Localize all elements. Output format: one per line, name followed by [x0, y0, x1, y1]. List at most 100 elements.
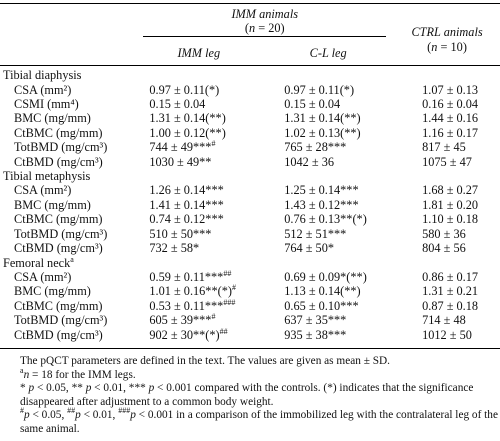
superscript: # [211, 312, 216, 322]
row-label: TotBMD (mg/cm³) [14, 226, 108, 241]
page: IMM animals (n = 20) CTRL animals (n = 10)… [0, 3, 500, 441]
section-title: Femoral necka [0, 254, 500, 270]
data-row: CSMI (mm⁴) 0.15 ± 0.04 0.15 ± 0.04 0.16 ± 0… [0, 97, 500, 111]
text: < 0.001 in a comparison of the immobiliz… [20, 409, 498, 435]
text: = 10) [437, 39, 467, 54]
value-cell: 1.68 ± 0.27 [422, 183, 479, 198]
col2-title: C-L leg [309, 45, 347, 60]
value-cell: 1012 ± 50 [422, 327, 472, 342]
italic: n [23, 368, 30, 381]
value-cell: 0.86 ± 0.17 [422, 269, 479, 284]
value-cell: 637 ± 35*** [284, 313, 347, 328]
row-label: CSA (mm²) [14, 183, 72, 198]
value-cell: 1042 ± 36 [284, 154, 335, 169]
superscript: # [20, 406, 24, 416]
value-cell: 0.76 ± 0.13**(*) [284, 212, 367, 227]
value-cell: 605 ± 39***# [135, 312, 262, 328]
data-row: BMC (mg/mm) 1.41 ± 0.14*** 1.43 ± 0.12*** 1… [0, 198, 500, 212]
text: = 18 for the IMM legs. [29, 368, 136, 381]
data-table: IMM animals (n = 20) CTRL animals (n = 10)… [0, 3, 500, 349]
row-label: CtBMC (mg/mm) [14, 298, 103, 313]
section-title: Tibial metaphysis [3, 169, 91, 184]
value-cell: 0.97 ± 0.11(*) [284, 82, 355, 97]
footnote: #p < 0.05, ##p < 0.01, ###p < 0.001 in a… [20, 406, 498, 436]
value-cell: 1.02 ± 0.13(**) [284, 125, 361, 140]
value-cell: 764 ± 50* [284, 241, 335, 256]
value-cell: 1.07 ± 0.13 [422, 82, 479, 97]
data-row: BMC (mg/mm) 1.31 ± 0.14(**) 1.31 ± 0.14(**… [0, 111, 500, 125]
value-cell: 1030 ± 49** [149, 154, 212, 169]
footnotes: The pQCT parameters are defined in the t… [0, 355, 500, 437]
header-rule [0, 65, 500, 66]
superscript: ## [223, 268, 232, 278]
data-row: CtBMD (mg/cm³) 902 ± 30**(*)## 935 ± 38***… [0, 327, 500, 348]
superscript: a [70, 254, 74, 264]
row-label: CSA (mm²) [14, 82, 72, 97]
text: < 0.01, [80, 409, 119, 422]
italic: p [130, 409, 136, 422]
value-cell: 0.53 ± 0.11***### [135, 297, 262, 313]
value-cell: 0.97 ± 0.11(*) [149, 82, 220, 97]
text: 0.53 ± 0.11*** [149, 298, 224, 313]
value-cell: 1.10 ± 0.18 [422, 212, 479, 227]
value-cell: 1.13 ± 0.14(**) [284, 284, 361, 299]
value-cell: 0.15 ± 0.04 [284, 97, 341, 112]
data-row: TotBMD (mg/cm³) 605 ± 39***# 637 ± 35*** 71… [0, 312, 500, 328]
superscript: ### [118, 406, 131, 416]
value-cell: 1.01 ± 0.16**(*)# [135, 283, 262, 299]
text: * [20, 382, 29, 395]
row-label: CSMI (mm⁴) [14, 97, 79, 112]
group-n-open: ( [244, 21, 249, 36]
footnote: * p < 0.05, ** p < 0.01, *** p < 0.001 c… [20, 382, 498, 409]
italic: p [75, 409, 81, 422]
superscript: ### [223, 297, 236, 307]
row-label: CtBMD (mg/cm³) [14, 241, 103, 256]
data-row: CtBMC (mg/mm) 0.53 ± 0.11***### 0.65 ± 0.1… [0, 297, 500, 313]
data-row: TotBMD (mg/cm³) 744 ± 49***# 765 ± 28*** 81… [0, 140, 500, 155]
data-row: CtBMD (mg/cm³) 1030 ± 49** 1042 ± 36 1075 ±… [0, 155, 500, 169]
italic: n [248, 21, 256, 36]
italic: p [85, 382, 92, 395]
data-row: CtBMD (mg/cm³) 732 ± 58* 764 ± 50* 804 ± 56 [0, 241, 500, 255]
data-row: TotBMD (mg/cm³) 510 ± 50*** 512 ± 51*** 580… [0, 227, 500, 241]
rule-cell [135, 35, 394, 42]
text: < 0.01, *** [91, 382, 149, 395]
value-cell: 1.26 ± 0.14*** [149, 183, 224, 198]
text: 744 ± 49*** [149, 140, 212, 155]
ctrl-n: n = 10) [431, 40, 467, 54]
section-row: Tibial metaphysis [0, 169, 500, 183]
superscript: ## [67, 406, 76, 416]
value-cell: 1.41 ± 0.14*** [149, 197, 224, 212]
value-cell: 0.87 ± 0.18 [422, 298, 479, 313]
value-cell: 0.16 ± 0.04 [422, 97, 479, 112]
value-cell: 1.81 ± 0.20 [422, 197, 479, 212]
superscript: # [231, 283, 236, 293]
ctrl-n-open: ( [427, 39, 432, 54]
value-cell: 817 ± 45 [422, 140, 466, 155]
section-title: Tibial diaphysis [3, 68, 82, 83]
value-cell: 935 ± 38*** [284, 327, 347, 342]
col1-title: IMM leg [177, 45, 221, 60]
value-cell: 1.00 ± 0.12(**) [149, 125, 226, 140]
footnote: an = 18 for the IMM legs. [20, 366, 498, 383]
table-body: Tibial diaphysis CSA (mm²) 0.97 ± 0.11(*) 0… [0, 66, 500, 348]
group-header: IMM animals (n = 20) [135, 4, 394, 36]
row-label: CtBMD (mg/cm³) [14, 154, 103, 169]
value-cell: 744 ± 49***# [135, 140, 262, 155]
group-rule [143, 35, 387, 37]
value-cell: 902 ± 30**(*)## [135, 327, 262, 348]
value-cell: 512 ± 51*** [284, 226, 347, 241]
footnote: The pQCT parameters are defined in the t… [20, 354, 390, 367]
value-cell: 0.65 ± 0.10*** [284, 298, 359, 313]
data-row: CSA (mm²) 1.26 ± 0.14*** 1.25 ± 0.14*** 1.6… [0, 183, 500, 197]
value-cell: 1.43 ± 0.12*** [284, 197, 359, 212]
row-label: BMC (mg/mm) [14, 111, 91, 126]
value-cell: 1.16 ± 0.17 [422, 125, 479, 140]
group-title: IMM animals [231, 7, 299, 21]
row-label: CSA (mm²) [14, 269, 72, 284]
header-empty [0, 4, 135, 66]
italic: p [148, 382, 155, 395]
text: 605 ± 39*** [149, 313, 212, 328]
text: < 0.001 compared with the controls. (*) … [20, 382, 474, 408]
value-cell: 0.74 ± 0.12*** [149, 212, 224, 227]
